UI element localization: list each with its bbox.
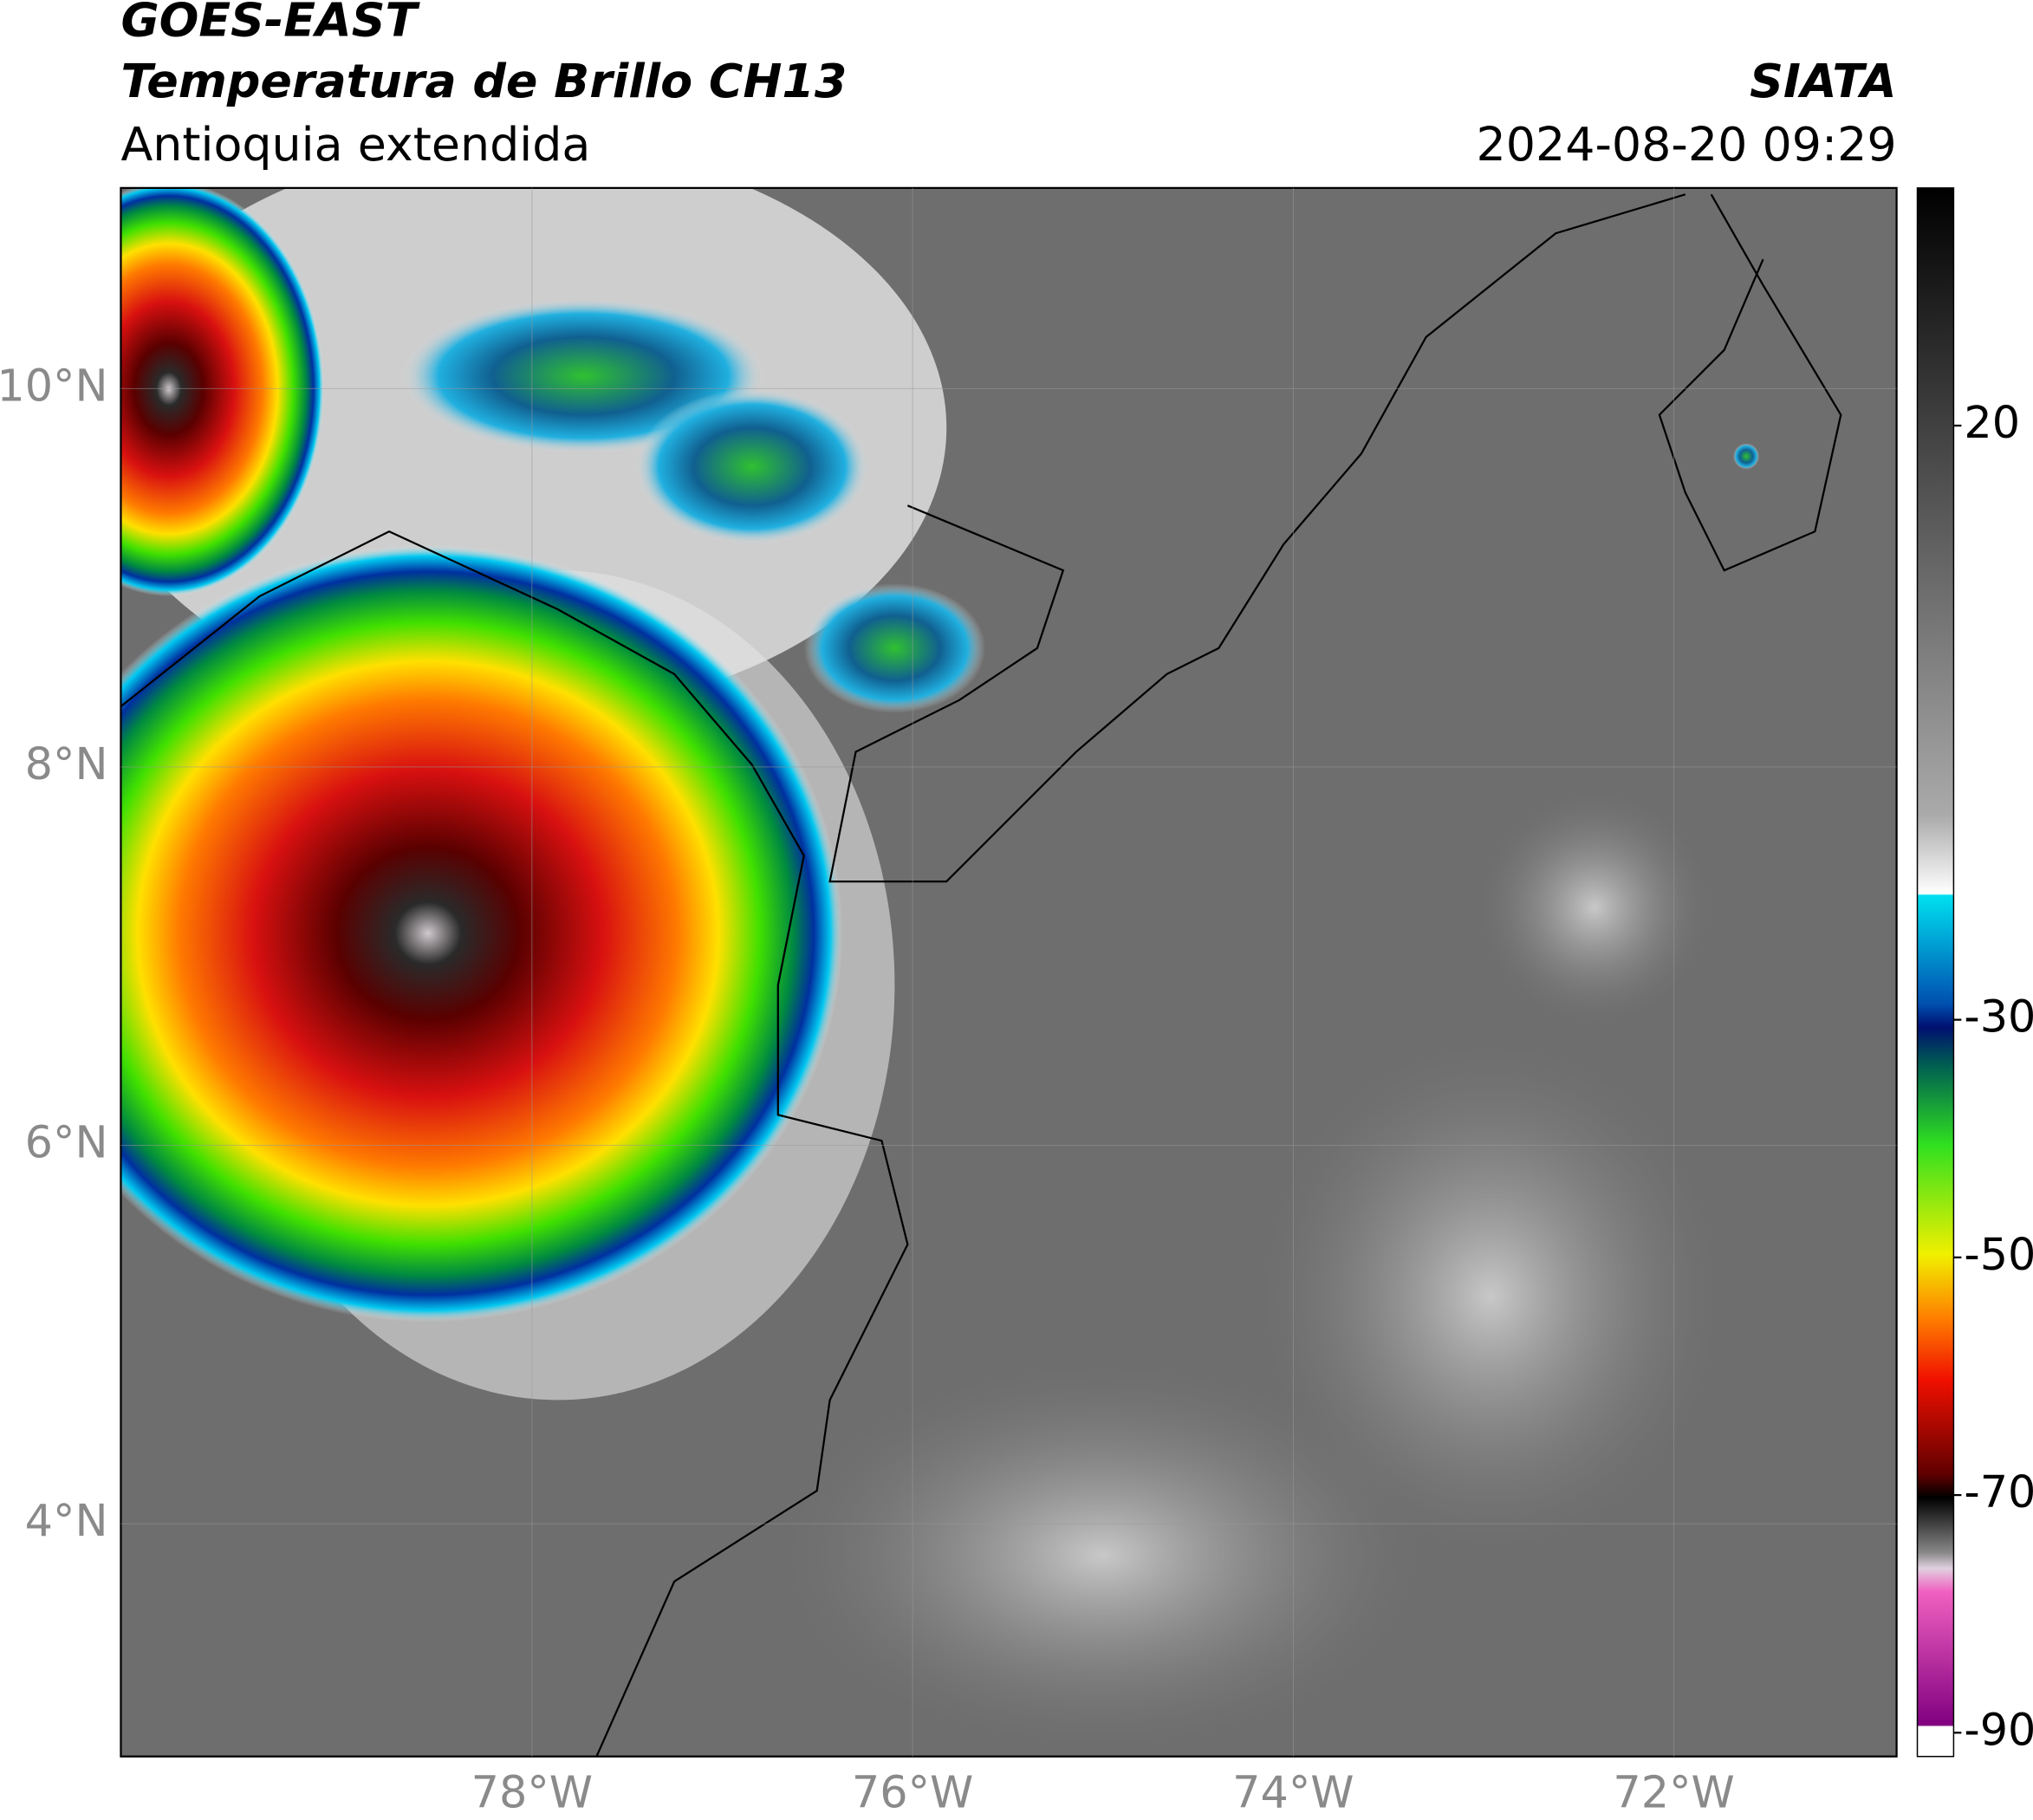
datetime: 2024-08-20 09:29 xyxy=(1477,117,1897,172)
y-tick-label: 8°N xyxy=(25,738,108,790)
y-tick-label: 6°N xyxy=(25,1117,108,1168)
x-tick-label: 74°W xyxy=(1232,1767,1354,1818)
map-frame xyxy=(120,186,1898,1758)
y-tick-label: 4°N xyxy=(25,1495,108,1546)
colorbar-tick-label: -50 xyxy=(1964,1229,2033,1280)
x-tick-label: 72°W xyxy=(1613,1767,1734,1818)
colorbar-tick-label: 20 xyxy=(1964,397,2020,448)
colorbar-tick-label: -70 xyxy=(1964,1466,2033,1518)
x-tick-label: 78°W xyxy=(471,1767,593,1818)
coastline xyxy=(120,193,1842,1757)
x-tick-label: 76°W xyxy=(852,1767,973,1818)
source: SIATA xyxy=(1750,54,1897,108)
title: GOES-EAST xyxy=(120,0,420,48)
y-tick-label: 10°N xyxy=(0,360,107,411)
satellite-image xyxy=(120,187,1897,1757)
colorbar-tick-label: -30 xyxy=(1964,991,2033,1043)
colorbar-tick-label: -90 xyxy=(1964,1704,2033,1755)
subtitle: Temperatura de Brillo CH13 xyxy=(120,54,847,108)
colorbar xyxy=(1916,187,1955,1758)
region: Antioquia extendida xyxy=(120,117,590,172)
